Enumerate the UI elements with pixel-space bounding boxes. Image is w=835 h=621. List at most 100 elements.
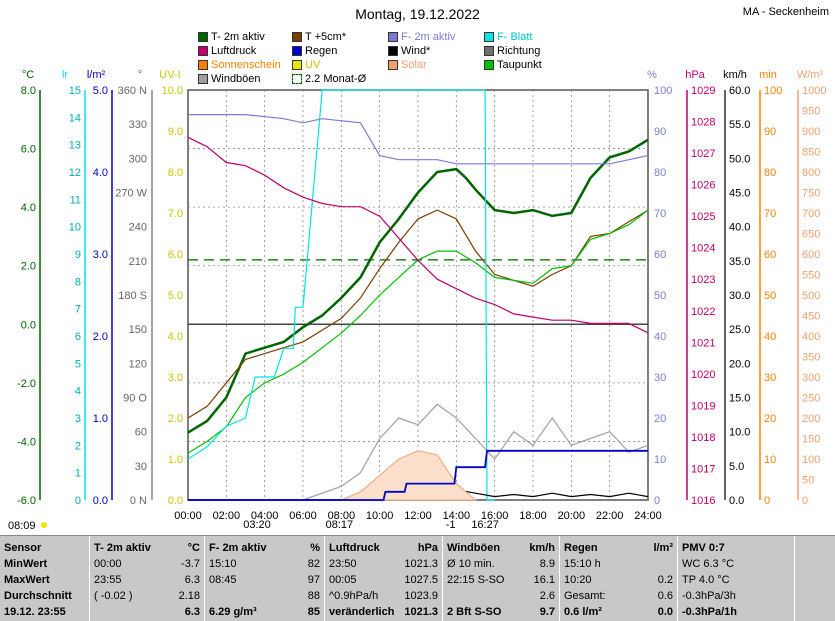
tick-label-temp: 6.0: [21, 144, 36, 156]
axis-unit-temp: °C: [22, 69, 34, 81]
cell-text: Sensor: [4, 542, 42, 554]
tick-label-direction: 60: [135, 427, 147, 439]
legend-label: Sonnenschein: [211, 59, 281, 71]
cell-value: °C: [187, 542, 200, 554]
series-solar: [341, 450, 477, 501]
legend-label: Taupunkt: [497, 59, 542, 71]
tick-label-direction: 210: [129, 256, 147, 268]
cell-text: PMV 0:7: [682, 542, 725, 554]
tick-label-solar: 900: [802, 126, 820, 138]
tick-label-pressure: 1021: [691, 337, 715, 349]
legend-item-uv: UV: [292, 59, 320, 71]
legend-swatch: [388, 46, 398, 56]
cell-value: 82: [307, 558, 320, 570]
tick-label-speed: 20.0: [729, 358, 750, 370]
tick-label-direction: 120: [129, 358, 147, 370]
tick-label-uvi: 6.0: [168, 249, 183, 261]
legend-label: Richtung: [497, 45, 541, 57]
cell-value: 16.1: [533, 574, 555, 586]
tick-label-direction: 360 N: [118, 85, 147, 97]
table-column: Regen l/m² 15:10 h 10:20 0.2 Gesamt: 0.6 0.6 l/…: [560, 536, 678, 621]
tick-label-sun: 50: [764, 290, 776, 302]
cell-text: Durchschnitt: [4, 590, 72, 602]
cell-value: -3.7: [181, 558, 200, 570]
x-tick-label: 02:00: [213, 510, 241, 522]
tick-label-uvi: 7.0: [168, 208, 183, 220]
weather-chart: °C lr l/m² ° UV-I% hPa km/h min W/m² 8.0 6.0 4.0 2.0…: [8, 69, 826, 532]
series-regen: [188, 449, 648, 501]
tick-label-uvi: 5.0: [168, 290, 183, 302]
table-header: T- 2m aktiv °C: [90, 540, 204, 556]
tick-label-solar: 100: [802, 454, 820, 466]
axis-unit-speed: km/h: [723, 69, 747, 81]
cell-label: T- 2m aktiv: [94, 542, 151, 554]
tick-label-pressure: 1027: [691, 148, 715, 160]
axis-unit-direction: °: [138, 69, 142, 81]
tick-label-pressure: 1025: [691, 211, 715, 223]
legend-item-monat: 2.2 Monat-Ø: [292, 73, 366, 85]
legend-swatch: [292, 74, 302, 84]
x-tick-label: 22:00: [596, 510, 624, 522]
tick-label-direction: 90 O: [123, 393, 147, 405]
legend-label: UV: [305, 59, 321, 71]
legend-swatch: [484, 46, 494, 56]
cell-label: Regen: [564, 542, 598, 554]
cell-value: 0.2: [657, 574, 673, 586]
legend-label: Regen: [305, 45, 338, 57]
table-header: Sensor: [0, 540, 89, 556]
tick-label-sun: 0: [764, 495, 770, 507]
tick-label-solar: 950: [802, 106, 820, 118]
cell-text: 19.12. 23:55: [4, 606, 66, 618]
tick-label-humidity: 60: [654, 249, 666, 261]
tick-label-uvi: 10.0: [162, 85, 183, 97]
cell-text: TP 4.0 °C: [682, 574, 730, 586]
cell-value: 9.7: [539, 606, 555, 618]
tick-label-lr: 2: [75, 440, 81, 452]
legend-label: T- 2m aktiv: [211, 31, 265, 43]
legend-item-taupunkt: Taupunkt: [484, 59, 542, 71]
tick-label-sun: 10: [764, 454, 776, 466]
tick-label-solar: 350: [802, 352, 820, 364]
table-last-row: -0.3hPa/1h: [678, 604, 794, 620]
tick-label-direction: 300: [129, 153, 147, 165]
cell-value: 8.9: [539, 558, 555, 570]
cell-label: 00:05: [329, 574, 357, 586]
table-column: PMV 0:7 WC 6.3 °C TP 4.0 °C -0.3hPa/3h -0.3h…: [678, 536, 795, 621]
series-f-blatt: [187, 89, 495, 501]
axis-unit-sun: min: [759, 69, 777, 81]
cell-value: 0.6: [657, 590, 673, 602]
tick-label-humidity: 90: [654, 126, 666, 138]
legend-item-sonnenschein: Sonnenschein: [198, 59, 281, 71]
cell-value: km/h: [529, 542, 555, 554]
tick-label-solar: 400: [802, 331, 820, 343]
x-tick-label: 08:00: [328, 510, 356, 522]
table-header: Windböen km/h: [443, 540, 559, 556]
tick-label-speed: 10.0: [729, 427, 750, 439]
tick-label-lr: 13: [69, 140, 81, 152]
tick-label-rain: 4.0: [93, 167, 108, 179]
cell-label: 0.6 l/m²: [564, 606, 602, 618]
cell-value: hPa: [417, 542, 438, 554]
table-row: 2.6: [443, 588, 559, 604]
cell-label: 23:55: [94, 574, 122, 586]
legend-item-t2m: T- 2m aktiv: [198, 31, 265, 43]
chart-title: Montag, 19.12.2022: [355, 6, 480, 22]
x-tick-label: 12:00: [404, 510, 432, 522]
cell-text: MaxWert: [4, 574, 50, 586]
tick-label-pressure: 1024: [691, 243, 715, 255]
cell-value: 1023.9: [404, 590, 438, 602]
cell-label: 6.29 g/m³: [209, 606, 257, 618]
legend-swatch: [484, 32, 494, 42]
tick-label-uvi: 2.0: [168, 413, 183, 425]
legend-swatch: [292, 46, 302, 56]
tick-label-sun: 70: [764, 208, 776, 220]
tick-label-solar: 250: [802, 393, 820, 405]
tick-label-sun: 90: [764, 126, 776, 138]
sunset-time: 16:27: [471, 519, 499, 531]
tick-label-speed: 15.0: [729, 393, 750, 405]
table-header: F- 2m aktiv%: [205, 540, 324, 556]
tick-label-humidity: 70: [654, 208, 666, 220]
tick-label-speed: 50.0: [729, 153, 750, 165]
tick-label-pressure: 1023: [691, 274, 715, 286]
tick-label-solar: 700: [802, 208, 820, 220]
